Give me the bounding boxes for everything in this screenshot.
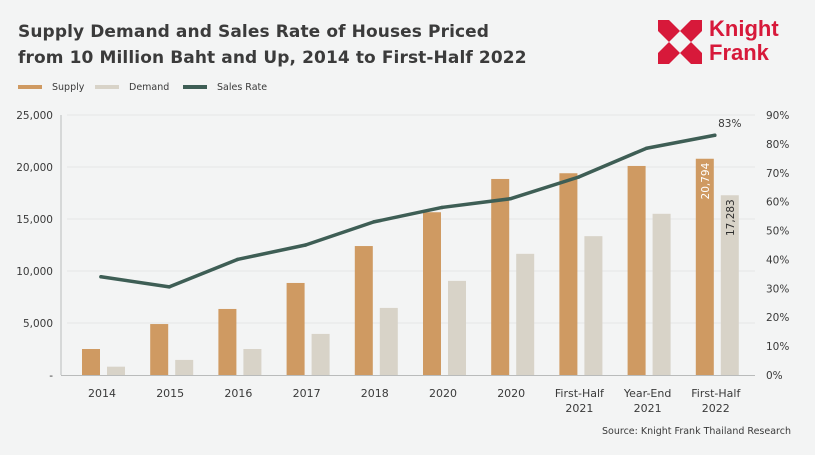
sales-rate-point [303, 243, 308, 247]
bar-supply [491, 178, 510, 375]
legend-label-supply: Supply [52, 81, 85, 93]
data-label-sales-rate: 83% [718, 118, 741, 130]
logo-word-knight: Knight [709, 16, 779, 41]
sales-rate-point [440, 205, 444, 210]
data-label-supply: 20,794 [700, 162, 712, 199]
sales-rate-point [235, 257, 240, 262]
left-axis-tick-label: 10,000 [16, 266, 53, 278]
right-axis-tick-label: 50% [766, 226, 789, 238]
legend-label-demand: Demand [129, 81, 170, 93]
bar-supply [695, 158, 714, 375]
bar-supply [150, 324, 169, 375]
x-axis-category-label: 2016 [224, 387, 252, 400]
x-axis-category-label: 2014 [88, 387, 116, 400]
x-axis-category-label: 2015 [156, 387, 184, 400]
left-axis-tick-label: 15,000 [16, 214, 53, 226]
bar-supply [354, 246, 373, 375]
chart-title-line-1: Supply Demand and Sales Rate of Houses P… [18, 22, 490, 42]
right-axis-tick-label: 80% [766, 139, 789, 151]
x-axis-category-label: 2020 [429, 387, 457, 400]
x-axis-category-label: 2021 [634, 402, 662, 415]
legend-swatch-supply [18, 85, 42, 89]
x-axis-category-label: 2020 [497, 387, 525, 400]
bar-supply [286, 282, 305, 375]
right-axis-tick-label: 60% [766, 197, 789, 209]
logo-wordmark: Knight Frank [709, 17, 779, 65]
left-axis-tick-label: 25,000 [16, 110, 53, 122]
bar-demand [720, 195, 739, 375]
bar-demand [516, 253, 535, 375]
sales-rate-point [99, 275, 103, 279]
legend-swatch-sales-rate [183, 85, 207, 89]
sales-rate-point [372, 220, 376, 224]
legend-label-sales-rate: Sales Rate [217, 81, 268, 93]
sales-rate-point [167, 285, 171, 289]
right-axis-tick-label: 40% [766, 254, 789, 266]
right-axis-tick-label: 0% [766, 370, 783, 382]
sales-rate-point [576, 175, 581, 179]
data-label-demand: 17,283 [725, 199, 737, 236]
x-axis-category-label: 2017 [293, 387, 321, 400]
x-axis-category-label: Year-End [623, 387, 671, 400]
x-axis-category-label: First-Half [555, 387, 605, 400]
right-axis-tick-label: 20% [766, 312, 789, 324]
left-axis-tick-label: 20,000 [16, 162, 53, 174]
bar-demand [448, 280, 466, 375]
knight-frank-logo: Knight Frank [658, 17, 798, 66]
bar-supply [423, 212, 441, 375]
sales-rate-point [508, 197, 512, 201]
right-axis-tick-label: 70% [766, 168, 789, 180]
bar-demand [379, 307, 398, 375]
right-axis-tick-label: 90% [766, 110, 789, 122]
left-axis-tick-label: - [49, 370, 53, 382]
x-axis-category-label: 2021 [565, 402, 593, 415]
bar-demand [175, 359, 194, 375]
chart-title-line-2: from 10 Million Baht and Up, 2014 to Fir… [18, 48, 527, 68]
bar-supply [218, 308, 237, 375]
logo-word-frank: Frank [709, 40, 769, 65]
x-axis-category-label: 2022 [702, 402, 730, 415]
legend-item-sales-rate: Sales Rate [183, 80, 267, 94]
right-axis-tick-label: 30% [766, 283, 789, 295]
right-axis-tick-label: 10% [766, 341, 789, 353]
sales-rate-point [713, 133, 717, 137]
bar-demand [311, 333, 330, 375]
left-axis-tick-label: 5,000 [23, 318, 53, 330]
bar-supply [559, 173, 578, 375]
legend-swatch-demand [95, 85, 119, 89]
x-axis-category-label: First-Half [691, 387, 741, 400]
bar-demand [584, 236, 603, 375]
chart-title: Supply Demand and Sales Rate of Houses P… [18, 19, 527, 71]
bar-demand [652, 213, 671, 375]
legend-item-supply: Supply [18, 80, 84, 94]
bar-supply [627, 165, 646, 375]
bar-supply [82, 349, 100, 375]
bar-demand [107, 366, 125, 375]
source-note: Source: Knight Frank Thailand Research [602, 426, 791, 437]
legend-item-demand: Demand [95, 80, 169, 94]
bar-demand [243, 349, 262, 375]
knight-frank-logo-mark-icon [658, 20, 702, 64]
sales-rate-line [99, 133, 717, 289]
x-axis-category-label: 2018 [361, 387, 389, 400]
sales-rate-point [644, 146, 649, 150]
